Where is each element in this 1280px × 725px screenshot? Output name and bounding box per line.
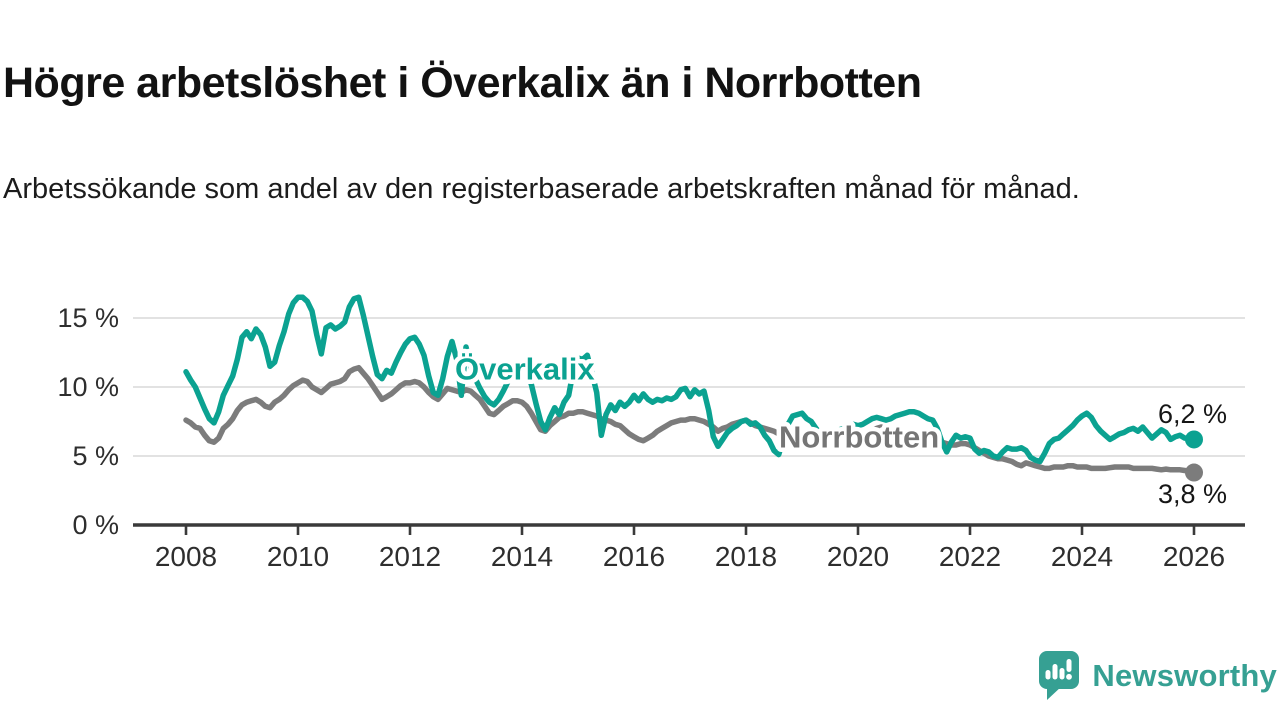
series-line-overkalix: [183, 294, 1197, 465]
x-tick-label: 2026: [1163, 541, 1225, 572]
x-tick-label: 2010: [267, 541, 329, 572]
newsworthy-logo-icon: [1039, 651, 1080, 700]
x-tick-label: 2024: [1051, 541, 1113, 572]
x-tick-label: 2008: [155, 541, 217, 572]
x-tick-label: 2016: [603, 541, 665, 572]
x-tick-label: 2018: [715, 541, 777, 572]
x-tick-label: 2020: [827, 541, 889, 572]
end-value-label-norrbotten: 3,8 %: [1158, 479, 1227, 509]
series-label-overkalix: Överkalix: [455, 351, 595, 386]
x-tick-label: 2022: [939, 541, 1001, 572]
x-tick-label: 2014: [491, 541, 553, 572]
y-tick-label: 10 %: [57, 372, 119, 402]
series-line-norrbotten: [183, 364, 1197, 476]
brand-footer: Newsworthy: [1039, 651, 1277, 701]
brand-name: Newsworthy: [1092, 658, 1277, 693]
end-value-label-overkalix: 6,2 %: [1158, 399, 1227, 429]
y-tick-label: 0 %: [72, 510, 119, 540]
page-title: Högre arbetslöshet i Överkalix än i Norr…: [3, 58, 922, 107]
series-label-norrbotten: Norrbotten: [779, 420, 939, 455]
y-tick-label: 5 %: [72, 441, 119, 471]
chart-subtitle: Arbetssökande som andel av den registerb…: [3, 173, 1080, 205]
x-tick-label: 2012: [379, 541, 441, 572]
y-tick-label: 15 %: [57, 303, 119, 333]
series-end-dot: [1185, 430, 1203, 449]
series-end-dot: [1185, 463, 1203, 482]
